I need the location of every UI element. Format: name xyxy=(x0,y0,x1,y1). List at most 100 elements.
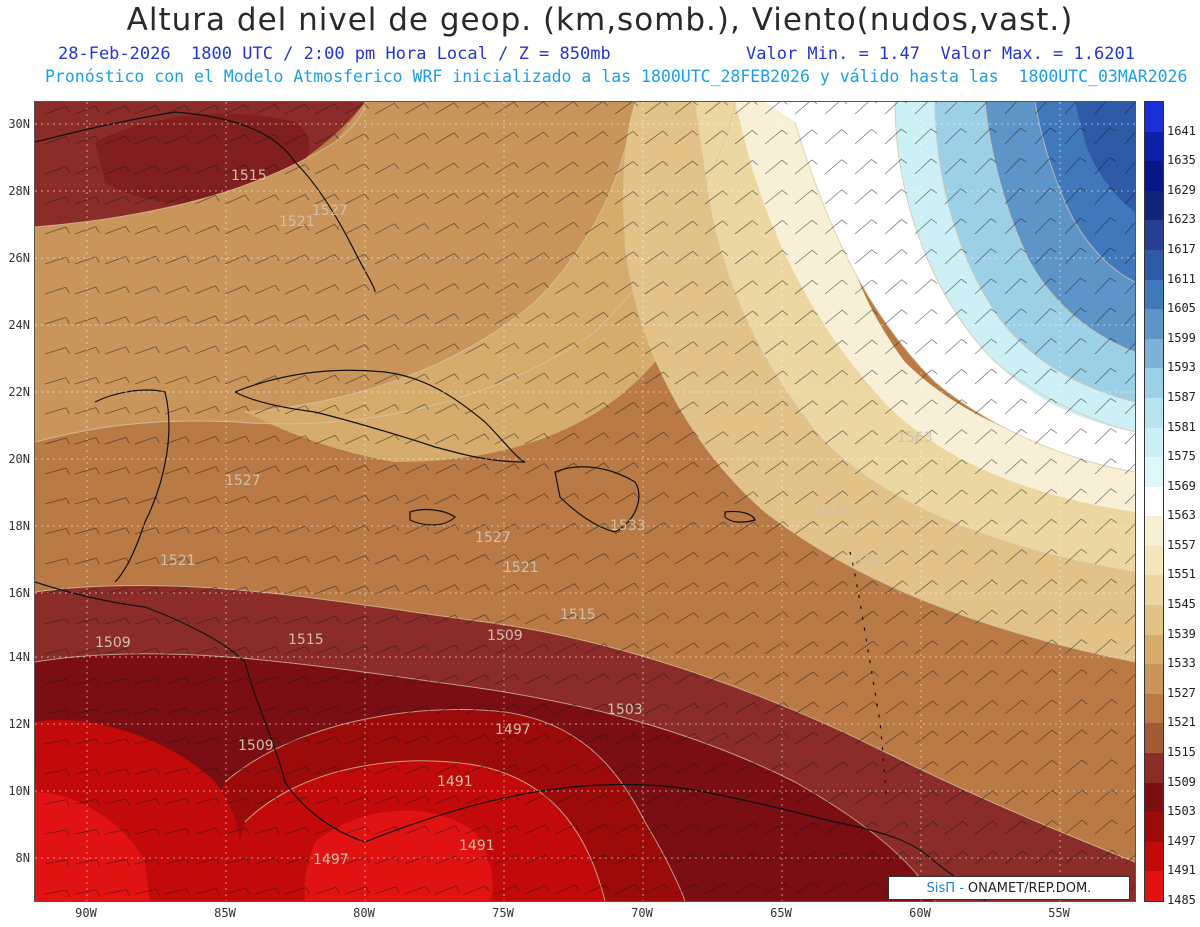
wind-barb xyxy=(1034,729,1053,745)
wind-barb xyxy=(644,612,665,625)
wind-barb-flag xyxy=(65,166,70,173)
wind-barb xyxy=(554,553,575,565)
wind-barb xyxy=(524,824,546,835)
wind-barb xyxy=(704,792,725,805)
wind-barb-flag xyxy=(842,701,849,707)
wind-barb xyxy=(374,223,395,235)
wind-barb xyxy=(254,887,277,895)
wind-barb xyxy=(194,677,217,685)
colorbar-segment xyxy=(1145,812,1163,843)
wind-barb xyxy=(614,191,634,205)
wind-barb-flag xyxy=(185,315,190,323)
wind-barb xyxy=(224,254,246,265)
wind-barb-flag xyxy=(453,192,460,199)
wind-barb-flag xyxy=(753,611,759,618)
wind-barb-flag xyxy=(543,282,549,289)
wind-barb xyxy=(674,853,695,865)
wind-barb-flag xyxy=(1111,789,1118,795)
wind-barb xyxy=(314,254,336,265)
wind-barb-flag xyxy=(215,858,220,865)
wind-barb xyxy=(554,643,575,655)
wind-barb xyxy=(1124,553,1135,565)
wind-barb-flag xyxy=(723,672,729,679)
wind-barb xyxy=(524,583,545,595)
wind-barb xyxy=(974,579,993,595)
wind-barb xyxy=(314,495,336,505)
wind-barb xyxy=(44,136,66,145)
wind-barb xyxy=(644,221,664,235)
wind-barb-flag xyxy=(990,308,998,314)
wind-barb xyxy=(584,161,604,175)
wind-barb xyxy=(614,221,634,235)
wind-barb xyxy=(1094,337,1111,355)
wind-barb xyxy=(344,645,366,655)
wind-barb-flag xyxy=(753,792,759,799)
wind-barb-flag xyxy=(125,527,130,535)
colorbar-segment xyxy=(1145,309,1163,340)
wind-barb xyxy=(854,430,873,445)
wind-barb xyxy=(644,793,665,805)
wind-barb-flag xyxy=(544,794,550,801)
wind-barb-flag xyxy=(185,858,190,866)
wind-barb xyxy=(224,104,246,115)
wind-barb-flag xyxy=(65,136,70,143)
wind-barb-flag xyxy=(633,462,639,469)
wind-barb xyxy=(614,853,635,865)
wind-barb-flag xyxy=(274,254,280,261)
wind-barb xyxy=(134,466,157,475)
wind-barb xyxy=(164,858,187,865)
wind-barb-flag xyxy=(692,130,699,136)
wind-barb xyxy=(704,160,723,175)
wind-barb-flag xyxy=(1049,157,1057,163)
wind-barb xyxy=(134,557,157,565)
wind-barb xyxy=(824,761,844,775)
wind-barb-flag xyxy=(275,797,280,804)
wind-barb-flag xyxy=(394,253,400,260)
wind-barb-flag xyxy=(692,160,699,166)
wind-barb xyxy=(374,193,395,205)
map-panel[interactable]: 1515 1521 1527 1527 1521 1509 1515 1509 … xyxy=(34,101,1136,902)
blue-band-1617 xyxy=(1075,102,1135,212)
wind-barb xyxy=(254,646,276,655)
wind-barb xyxy=(44,226,66,235)
wind-barb-flag xyxy=(841,309,848,315)
wind-barb-flag xyxy=(334,344,340,351)
wind-barb xyxy=(74,196,96,205)
wind-barb-flag xyxy=(335,585,340,593)
wind-barb xyxy=(344,796,366,805)
wind-barb xyxy=(1004,669,1023,685)
wind-barb xyxy=(224,375,246,385)
wind-barb-flag xyxy=(573,161,579,168)
colorbar xyxy=(1144,101,1164,902)
wind-barb xyxy=(884,309,903,325)
wind-barb-flag xyxy=(692,250,699,257)
wind-barb-flag xyxy=(1021,699,1028,705)
wind-barb xyxy=(764,370,783,385)
wind-barb xyxy=(404,735,426,745)
wind-barb-flag xyxy=(484,704,490,711)
wind-barb xyxy=(854,400,873,415)
wind-barb-flag xyxy=(335,676,340,683)
wind-barb xyxy=(344,163,365,175)
wind-barb-flag xyxy=(125,648,130,655)
wind-barb-flag xyxy=(932,730,939,737)
wind-barb xyxy=(1124,614,1135,625)
wind-barb xyxy=(854,490,873,505)
wind-barb-flag xyxy=(215,586,220,594)
colorbar-segment xyxy=(1145,693,1163,724)
wind-barb xyxy=(524,402,545,415)
wind-barb xyxy=(584,102,603,115)
wind-barb xyxy=(1034,699,1053,715)
wind-barb xyxy=(944,102,958,115)
wind-barb xyxy=(794,490,814,505)
wind-barb-flag xyxy=(752,310,759,316)
wind-barb xyxy=(74,256,96,265)
wind-barb-flag xyxy=(1110,428,1117,433)
wind-barb xyxy=(404,403,425,415)
wind-barb-flag xyxy=(962,640,968,646)
wind-barb xyxy=(584,613,605,625)
wind-barb-flag xyxy=(424,343,430,350)
wind-barb xyxy=(854,279,873,295)
wind-barb-flag xyxy=(65,407,70,415)
wind-barb xyxy=(764,280,783,295)
